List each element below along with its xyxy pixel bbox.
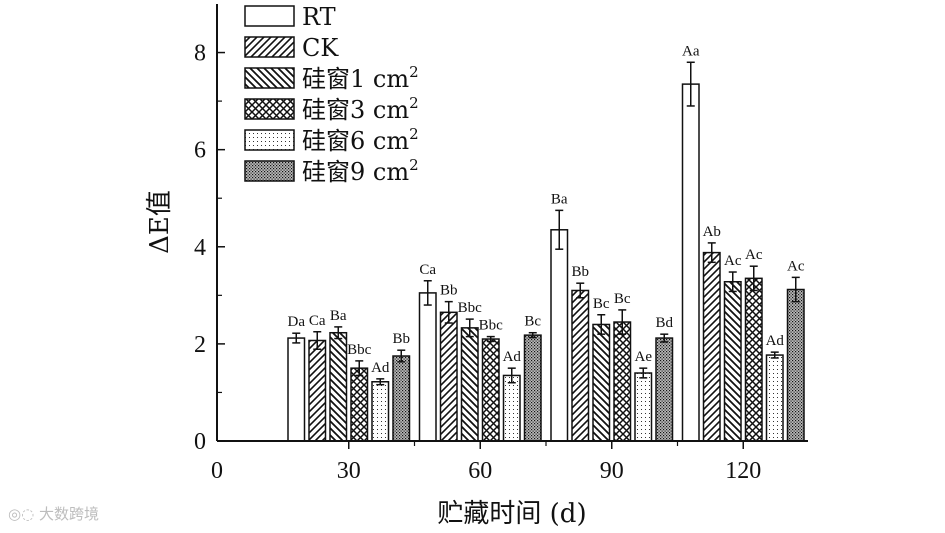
bar	[523, 334, 542, 442]
legend-superscript: 2	[409, 156, 419, 174]
x-ticks: 30 60 90 120	[337, 441, 761, 484]
watermark-text: 大数跨境	[38, 505, 99, 523]
data-label: Bc	[524, 314, 541, 330]
data-label: Ad	[503, 349, 522, 365]
bar	[571, 289, 590, 442]
data-label: Bb	[392, 331, 410, 347]
bar	[371, 381, 390, 442]
legend-swatch	[244, 5, 295, 27]
bar	[723, 280, 742, 442]
y-tick-label: 6	[194, 138, 206, 164]
data-label: Ae	[635, 349, 653, 365]
y-tick-label: 8	[194, 41, 206, 67]
data-label: Bbc	[458, 300, 483, 316]
bar	[702, 251, 721, 442]
bar	[550, 229, 569, 442]
data-label: Ba	[330, 308, 347, 324]
data-label: Ab	[703, 224, 721, 240]
legend-entry: 硅窗6 cm2	[302, 125, 419, 155]
bar	[744, 277, 763, 442]
legend-swatch	[244, 36, 295, 58]
bar	[786, 288, 805, 442]
bar	[655, 337, 674, 442]
bar	[460, 327, 479, 442]
data-label: Ca	[419, 262, 436, 278]
bar	[418, 292, 437, 442]
y-tick-label: 0	[194, 429, 206, 455]
legend-swatch	[244, 67, 295, 89]
watermark-icon: ◎◌	[8, 505, 39, 523]
y-tick-label: 2	[194, 332, 206, 358]
data-label: Bd	[655, 315, 673, 331]
legend-entry: 硅窗3 cm2	[302, 94, 419, 124]
data-label: Ac	[787, 258, 805, 274]
data-label: Ca	[309, 313, 326, 329]
data-label: Aa	[682, 43, 700, 59]
bar	[439, 311, 458, 442]
bar	[613, 321, 632, 442]
legend-swatch	[244, 160, 295, 182]
legend-entry: 硅窗9 cm2	[302, 156, 419, 186]
data-label: Bc	[614, 291, 631, 307]
bar	[308, 339, 327, 442]
x-tick-label: 30	[337, 458, 361, 484]
data-label: Bbc	[347, 342, 372, 358]
data-label: Ba	[551, 191, 568, 207]
y-tick-label: 4	[194, 235, 206, 261]
legend-entry: CK	[302, 34, 339, 62]
x-tick-label: 90	[600, 458, 624, 484]
legend-swatch	[244, 98, 295, 120]
bar	[481, 338, 500, 442]
bar	[350, 367, 369, 442]
legend-entry: 硅窗1 cm2	[302, 63, 419, 93]
data-label: Ac	[745, 247, 763, 263]
x-origin-label: 0	[211, 458, 223, 484]
data-label: Da	[288, 314, 306, 330]
data-label: Bc	[593, 296, 610, 312]
data-label: Ad	[371, 360, 390, 376]
watermark: ◎◌ 大数跨境	[8, 503, 99, 524]
error-bars-layer	[292, 61, 800, 386]
bar	[634, 372, 653, 442]
bar	[329, 331, 348, 442]
x-tick-label: 120	[725, 458, 761, 484]
legend-superscript: 2	[409, 125, 419, 143]
x-tick-label: 60	[468, 458, 492, 484]
x-axis-label: 贮藏时间 (d)	[437, 499, 586, 529]
bar	[592, 323, 611, 442]
data-label: Bb	[571, 264, 589, 280]
data-label: Ad	[766, 333, 785, 349]
bar	[502, 374, 521, 442]
y-axis-label: ΔE值	[145, 190, 175, 254]
axes	[216, 4, 808, 442]
bar	[681, 83, 700, 442]
bar	[392, 355, 411, 442]
legend-superscript: 2	[409, 94, 419, 112]
bar	[287, 337, 306, 442]
data-label: Ac	[724, 253, 742, 269]
legend-superscript: 2	[409, 63, 419, 81]
data-label: Bb	[440, 283, 458, 299]
data-label: Bbc	[479, 318, 504, 334]
legend-entry: RT	[302, 3, 336, 31]
legend-swatch	[244, 129, 295, 151]
bar	[765, 354, 784, 442]
y-ticks: 0 2 4 6 8	[194, 41, 225, 455]
